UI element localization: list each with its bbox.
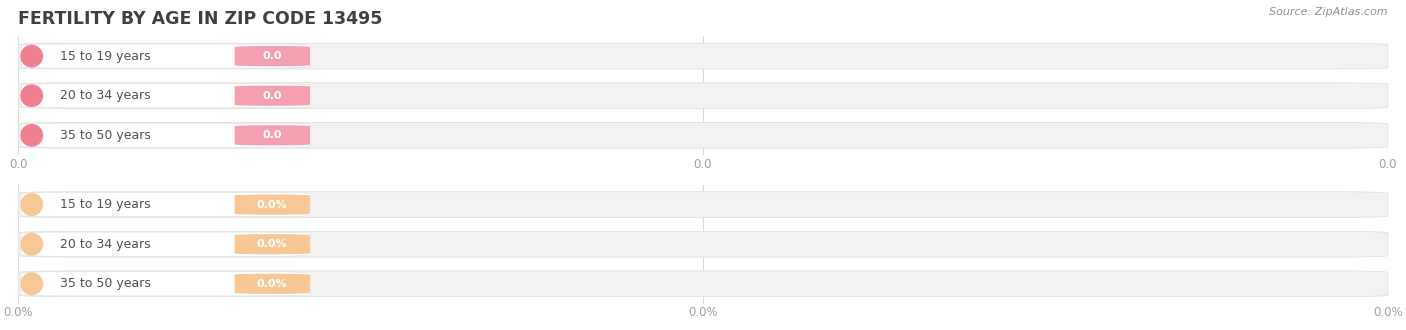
- FancyBboxPatch shape: [18, 83, 1388, 109]
- FancyBboxPatch shape: [21, 272, 309, 296]
- FancyBboxPatch shape: [235, 46, 309, 66]
- Text: 0.0%: 0.0%: [257, 279, 288, 289]
- Text: 0.0: 0.0: [263, 130, 283, 140]
- Text: 20 to 34 years: 20 to 34 years: [60, 89, 150, 102]
- FancyBboxPatch shape: [235, 85, 309, 106]
- FancyBboxPatch shape: [235, 234, 309, 254]
- Ellipse shape: [21, 273, 42, 294]
- Ellipse shape: [21, 85, 42, 106]
- FancyBboxPatch shape: [18, 231, 1388, 257]
- Text: FERTILITY BY AGE IN ZIP CODE 13495: FERTILITY BY AGE IN ZIP CODE 13495: [18, 10, 382, 28]
- Ellipse shape: [21, 234, 42, 255]
- FancyBboxPatch shape: [18, 192, 1388, 217]
- Text: 0.0%: 0.0%: [257, 200, 288, 210]
- FancyBboxPatch shape: [21, 44, 309, 68]
- Ellipse shape: [21, 125, 42, 146]
- FancyBboxPatch shape: [18, 122, 1388, 148]
- FancyBboxPatch shape: [18, 271, 1388, 297]
- Text: Source: ZipAtlas.com: Source: ZipAtlas.com: [1270, 7, 1388, 16]
- Text: 15 to 19 years: 15 to 19 years: [60, 198, 150, 211]
- FancyBboxPatch shape: [235, 194, 309, 215]
- FancyBboxPatch shape: [21, 232, 309, 256]
- FancyBboxPatch shape: [21, 192, 309, 217]
- FancyBboxPatch shape: [235, 274, 309, 294]
- FancyBboxPatch shape: [18, 43, 1388, 69]
- Text: 0.0: 0.0: [263, 51, 283, 61]
- Text: 35 to 50 years: 35 to 50 years: [60, 277, 150, 290]
- Ellipse shape: [21, 46, 42, 67]
- Text: 15 to 19 years: 15 to 19 years: [60, 50, 150, 63]
- Ellipse shape: [21, 194, 42, 215]
- Text: 20 to 34 years: 20 to 34 years: [60, 238, 150, 251]
- Text: 0.0: 0.0: [263, 91, 283, 101]
- FancyBboxPatch shape: [21, 123, 309, 148]
- FancyBboxPatch shape: [21, 83, 309, 108]
- Text: 0.0%: 0.0%: [257, 239, 288, 249]
- Text: 35 to 50 years: 35 to 50 years: [60, 129, 150, 142]
- FancyBboxPatch shape: [235, 125, 309, 146]
